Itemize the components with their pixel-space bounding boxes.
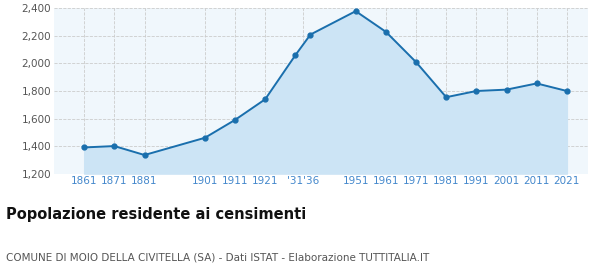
Text: Popolazione residente ai censimenti: Popolazione residente ai censimenti bbox=[6, 207, 306, 222]
Text: COMUNE DI MOIO DELLA CIVITELLA (SA) - Dati ISTAT - Elaborazione TUTTITALIA.IT: COMUNE DI MOIO DELLA CIVITELLA (SA) - Da… bbox=[6, 252, 429, 262]
